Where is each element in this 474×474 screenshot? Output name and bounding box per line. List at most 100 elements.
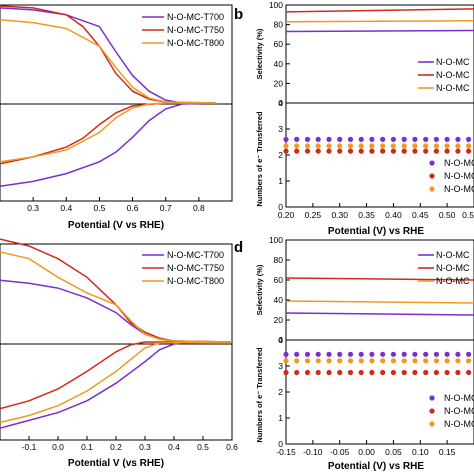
panel-b-lower-n-o-mc-t750-point bbox=[423, 148, 429, 154]
panel-d-lower-n-o-mc-t700-point bbox=[315, 351, 321, 357]
panel-d-top-ylabel: Selectivity (%) bbox=[255, 264, 264, 315]
panel-d-lower-legend-label: N-O-MC bbox=[444, 406, 474, 416]
panel-d-lower-n-o-mc-t700-point bbox=[337, 351, 343, 357]
panel-d-lower-legend-marker bbox=[429, 421, 435, 427]
panel-b-lower-legend-marker bbox=[429, 173, 435, 179]
panel-d-lower-legend-label: N-O-MC bbox=[444, 393, 474, 403]
panel-b-legend-label: N-O-MC bbox=[436, 57, 470, 67]
panel-d-x-tick-label: 0.00 bbox=[358, 447, 375, 457]
panel-d-lower-n-o-mc-t700-point bbox=[433, 351, 439, 357]
panel-d-lower-n-o-mc-t700-point bbox=[347, 351, 354, 357]
panel-b-selectivity bbox=[285, 8, 474, 33]
panel-d-n-o-mc-t800-line bbox=[285, 300, 474, 304]
panel-d-x-ticks: -0.15 -0.10 -0.05 0.00 0.05 0.10 0.15 bbox=[276, 440, 456, 457]
panel-d-lower-n-o-mc-t750-point bbox=[315, 369, 321, 376]
panel-d-lower-n-o-mc-t750-point bbox=[412, 369, 418, 376]
panel-b-bottom-ylabel: Numbers of e⁻ Transferred bbox=[255, 111, 264, 207]
panel-b: b 0 20 40 60 80 100 0 1 2 3 4 0.20 0.25 0.30 0.35 0.4… bbox=[234, 0, 474, 237]
panel-d-lower-n-o-mc-t750-point bbox=[347, 369, 354, 376]
panel-a-curves bbox=[0, 5, 216, 188]
panel-d-lower-n-o-mc-t800-point bbox=[347, 358, 354, 364]
panel-b-lower-n-o-mc-t700-point bbox=[380, 136, 386, 142]
panel-b-xlabel: Potential (V) vs RHE bbox=[328, 226, 424, 237]
panel-b-y-tick-label: 0 bbox=[278, 98, 283, 108]
panel-b-lower-n-o-mc-t750-point bbox=[412, 148, 418, 154]
panel-c-curves bbox=[0, 238, 233, 429]
panel-b-bottom-legend: N-O-MC N-O-MC N-O-MC bbox=[429, 158, 474, 194]
panel-b-x-tick-label: 0.35 bbox=[358, 210, 375, 220]
panel-d-lower-n-o-mc-t700-point bbox=[390, 351, 396, 357]
panel-b-y-tick-label: 20 bbox=[274, 78, 284, 88]
panel-b-lower-n-o-mc-t800-point bbox=[433, 143, 439, 149]
panel-b-bottom-y-ticks: 0 1 2 3 4 bbox=[278, 98, 290, 212]
panel-d-lower-n-o-mc-t800-point bbox=[455, 358, 461, 364]
panel-b-lower-n-o-mc-t700-point bbox=[401, 136, 407, 142]
panel-c-x-tick-label: 0.0 bbox=[52, 442, 64, 452]
panel-d-lower-n-o-mc-t700-point bbox=[283, 351, 289, 357]
panel-b-lower-n-o-mc-t800-point bbox=[304, 143, 311, 149]
panel-d-letter: d bbox=[234, 239, 243, 256]
panel-d-lower-n-o-mc-t800-point bbox=[433, 358, 439, 364]
panel-b-lower-n-o-mc-t750-point bbox=[358, 148, 364, 154]
panel-c-legend-label: N-O-MC-T800 bbox=[167, 276, 224, 286]
panel-c-legend-label: N-O-MC-T700 bbox=[167, 250, 224, 260]
panel-d-top-y-ticks: 0 20 40 60 80 100 bbox=[269, 235, 290, 345]
panel-a-n-o-mc-t700-lower-curve bbox=[0, 102, 216, 188]
panel-d-lower-n-o-mc-t700-point bbox=[423, 351, 429, 357]
panel-c-x-ticks: -0.1 0.0 0.1 0.2 0.3 0.4 0.5 0.6 bbox=[22, 436, 238, 452]
panel-b-lower-n-o-mc-t750-point bbox=[304, 148, 311, 154]
panel-d-x-tick-label: 0.15 bbox=[439, 447, 456, 457]
panel-a: 0.3 0.4 0.5 0.6 0.7 0.8 N-O-MC-T700 N-O-MC-T75… bbox=[0, 4, 233, 231]
panel-d-lower-n-o-mc-t750-point bbox=[444, 369, 450, 376]
panel-d-lower-y-tick-label: 1 bbox=[278, 413, 283, 423]
panel-b-lower-n-o-mc-t750-point bbox=[369, 148, 375, 154]
panel-b-lower-legend-marker bbox=[429, 160, 435, 166]
panel-d-lower-n-o-mc-t800-point bbox=[401, 358, 407, 364]
panel-b-lower-n-o-mc-t750-point bbox=[337, 148, 343, 154]
panel-b-lower-n-o-mc-t700-point bbox=[423, 136, 429, 142]
panel-d-lower-n-o-mc-t750-point bbox=[337, 369, 343, 376]
panel-b-x-tick-label: 0.45 bbox=[412, 210, 429, 220]
panel-b-lower-legend-label: N-O-MC bbox=[444, 158, 474, 168]
panel-c-n-o-mc-t800-upper-curve bbox=[0, 251, 233, 343]
panel-a-x-tick-label: 0.3 bbox=[27, 203, 39, 213]
panel-b-lower-n-o-mc-t700-point bbox=[455, 136, 461, 142]
panel-b-lower-n-o-mc-t800-point bbox=[444, 143, 450, 149]
panel-d-lower-n-o-mc-t800-point bbox=[304, 358, 311, 364]
panel-d-lower-n-o-mc-t800-point bbox=[423, 358, 429, 364]
panel-b-lower-n-o-mc-t800-point bbox=[337, 143, 343, 149]
panel-d-x-tick-label: 0.05 bbox=[385, 447, 402, 457]
panel-a-legend: N-O-MC-T700 N-O-MC-T750 N-O-MC-T800 bbox=[142, 12, 224, 48]
panel-b-lower-n-o-mc-t800-point bbox=[347, 143, 354, 149]
panel-b-lower-legend-marker bbox=[429, 186, 435, 192]
panel-c: -0.1 0.0 0.1 0.2 0.3 0.4 0.5 0.6 N-O-MC-T700 N-O… bbox=[0, 238, 238, 469]
panel-d-selectivity bbox=[285, 277, 474, 316]
panel-b-lower-y-tick-label: 3 bbox=[278, 124, 283, 134]
panel-a-legend-label: N-O-MC-T750 bbox=[167, 25, 224, 35]
panel-b-lower-legend-label: N-O-MC bbox=[444, 171, 474, 181]
panel-b-lower-n-o-mc-t800-point bbox=[401, 143, 407, 149]
panel-d-lower-y-tick-label: 4 bbox=[278, 335, 283, 345]
panel-b-lower-n-o-mc-t700-point bbox=[390, 136, 396, 142]
panel-d-lower-n-o-mc-t700-point bbox=[444, 351, 450, 357]
panel-b-legend-label: N-O-MC bbox=[436, 70, 470, 80]
panel-d-legend-label: N-O-MC bbox=[436, 263, 470, 273]
panel-d-x-tick-label: -0.05 bbox=[330, 447, 350, 457]
panel-d-lower-n-o-mc-t750-point bbox=[283, 369, 289, 376]
panel-b-lower-n-o-mc-t750-point bbox=[390, 148, 396, 154]
panel-d-lower-n-o-mc-t700-point bbox=[466, 351, 472, 357]
panel-d-lower-n-o-mc-t800-point bbox=[294, 358, 300, 364]
panel-b-lower-n-o-mc-t800-point bbox=[380, 143, 386, 149]
panel-b-lower-n-o-mc-t800-point bbox=[294, 143, 300, 149]
panel-b-lower-n-o-mc-t750-point bbox=[466, 148, 472, 154]
panel-d-lower-legend-marker bbox=[429, 408, 435, 414]
panel-b-x-tick-label: 0.40 bbox=[385, 210, 402, 220]
panel-b-x-tick-label: 0.30 bbox=[331, 210, 348, 220]
panel-d-y-tick-label: 40 bbox=[274, 295, 284, 305]
panel-c-x-tick-label: 0.3 bbox=[139, 442, 151, 452]
panel-d-lower-n-o-mc-t800-point bbox=[444, 358, 450, 364]
panel-c-n-o-mc-t800-lower-curve bbox=[0, 341, 233, 424]
panel-d-lower-n-o-mc-t700-point bbox=[412, 351, 418, 357]
panel-a-x-tick-label: 0.6 bbox=[127, 203, 139, 213]
